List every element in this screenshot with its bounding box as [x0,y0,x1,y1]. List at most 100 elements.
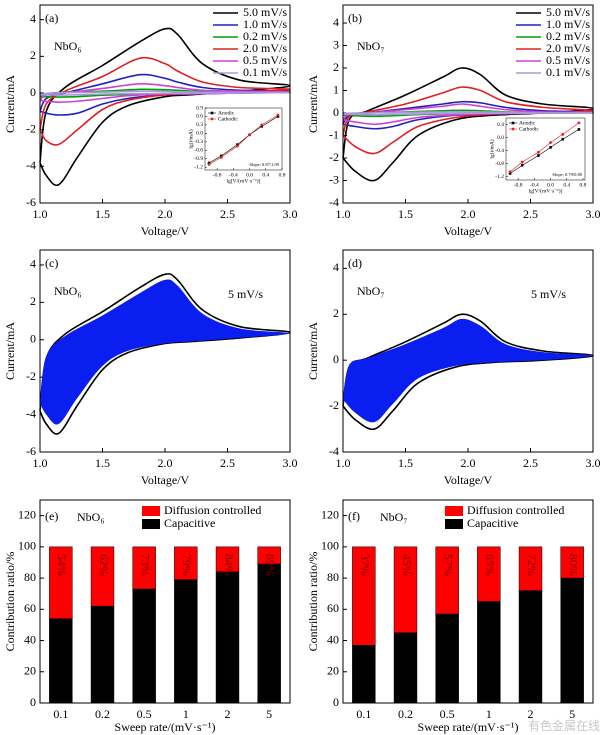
legend-label: Anodic [218,110,235,116]
y-tick-label: 20 [327,664,339,678]
point [577,121,581,125]
value-label: 54% [55,554,69,576]
y-tick-label: -0.4 [495,148,504,154]
y-axis-label: lg(i/mA) [187,129,194,148]
y-tick-label: 2 [30,294,36,308]
y-tick-label: 80 [24,570,36,584]
cv-curve [342,313,594,431]
material-label: NbO₆ [54,284,82,298]
x-tick-label: 3.0 [283,456,298,470]
y-axis-label: Contribution ratio/% [3,552,17,652]
inset-background [205,108,282,170]
x-tick-label: 0.4 [563,182,570,188]
capacitive-area [343,318,593,423]
x-tick-label: 2.0 [158,456,173,470]
x-tick-label: 1.5 [398,207,413,221]
x-tick-label: 5 [569,707,575,721]
bar-segment [435,613,459,704]
y-tick-label: 80 [327,570,339,584]
bar-segment [477,546,501,602]
capacitive-area [40,279,290,425]
annotation: 5 mV/s [531,287,566,301]
point [219,155,223,159]
y-tick-label: 0.4 [497,122,504,128]
y-tick-label: -2 [26,121,36,135]
x-tick-label: 2.0 [461,207,476,221]
y-tick-label: -3 [329,172,339,186]
bar-segment [215,546,240,573]
point [508,170,512,174]
point [520,160,524,164]
bar-segment [49,546,73,619]
y-tick-label: -4 [329,444,339,458]
cv-curve [342,110,595,116]
point [537,154,540,157]
legend-label: Cathodic [218,116,238,122]
material-label: NbO₇ [380,510,408,524]
bar-segment [518,546,543,591]
point [236,144,239,148]
material-label: NbO₇ [357,39,385,53]
bar-segment [90,546,115,607]
x-tick-label: -0.8 [514,182,523,188]
value-label: 72% [525,554,539,576]
point [537,150,540,154]
y-tick-label: 0.6 [196,114,203,120]
x-tick-label: 0.1 [356,707,371,721]
y-tick-label: 0.9 [196,105,203,111]
watermark: 有色金属在线 [528,718,600,733]
x-tick-label: -0.4 [229,172,238,178]
y-tick-label: 4 [30,257,36,271]
y-tick-label: 4 [333,15,339,29]
point [549,141,552,144]
plot-frame [342,249,594,453]
legend-swatch [142,506,160,516]
x-tick-label: -0.4 [530,182,539,188]
x-axis-label: Voltage/V [444,224,493,238]
legend-marker [210,117,214,121]
annotation: Slope: 0.87/1.09 [249,162,279,167]
point [219,154,223,158]
bar-segment [174,546,198,580]
bar-segment [560,546,584,579]
legend-label: Capacitive [164,516,215,530]
x-tick-label: 0.4 [262,172,269,178]
y-axis-label: Current/mA [3,75,17,133]
y-tick-label: -0.9 [194,156,203,162]
value-label: 37% [358,554,372,576]
point [207,161,211,165]
bar-segment [49,618,73,704]
value-label: 84% [222,554,236,576]
y-tick-label: -0.6 [194,148,203,154]
bar-segment [393,546,418,633]
y-tick-label: 4 [30,11,36,25]
point [248,133,251,137]
x-tick-label: 1.5 [95,456,110,470]
legend-label: Cathodic [519,126,539,132]
legend-swatch [445,506,463,516]
legend-swatch [445,519,463,529]
value-label: 73% [138,554,152,576]
value-label: 57% [441,554,455,576]
x-tick-label: 1.0 [336,207,351,221]
y-tick-label: 0 [30,332,36,346]
value-label: 62% [97,554,111,576]
x-axis-label: lg[V/(mV·s⁻¹)] [227,177,261,184]
legend-label: 5.0 mV/s [546,5,590,19]
y-tick-label: 2 [333,306,339,320]
x-tick-label: -0.8 [213,172,222,178]
point [549,146,552,149]
y-tick-label: 120 [18,507,36,521]
x-tick-label: 0.0 [547,182,554,188]
bar-segment [174,579,198,704]
legend-marker [511,121,515,125]
x-axis-label: Voltage/V [444,473,493,487]
material-label: NbO₆ [54,39,82,53]
plot-frame [39,499,291,704]
x-tick-label: 0.2 [398,707,413,721]
x-tick-label: 0.5 [440,707,455,721]
bar-segment [435,546,459,615]
value-label: 45% [400,554,414,576]
x-tick-label: 1.0 [336,456,351,470]
